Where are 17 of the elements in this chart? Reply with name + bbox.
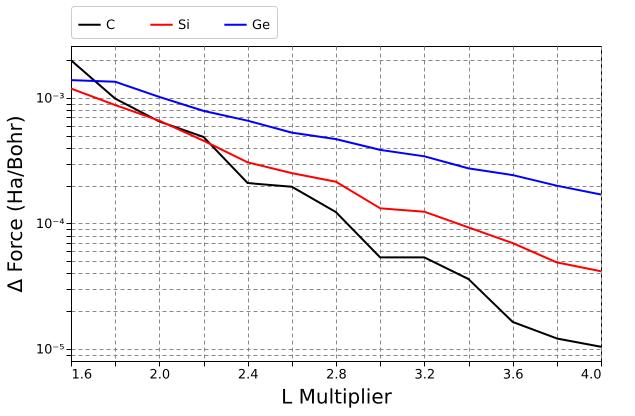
x-tick-label: 4.0 [580, 368, 602, 382]
y-tick-label: 10⁻³ [36, 92, 64, 107]
x-tick-label: 2.8 [326, 368, 347, 382]
y-tick-label: 10⁻⁴ [36, 216, 64, 232]
legend-label: Si [178, 18, 190, 33]
line-series [71, 79, 601, 196]
line-series [71, 88, 601, 272]
legend-label: Ge [252, 18, 270, 33]
x-tick-label: 3.6 [502, 368, 524, 382]
x-tick-label: 1.6 [72, 368, 92, 382]
y-axis-title: Δ Force (Ha/Bohr) [2, 115, 27, 293]
legend-label: C [106, 18, 116, 33]
x-tick-label: 2.4 [238, 368, 259, 382]
x-tick-label: 2.0 [149, 368, 170, 382]
x-tick-label: 3.2 [414, 368, 436, 382]
x-axis-title: L Multiplier [281, 384, 393, 408]
y-tick-label: 10⁻⁵ [36, 342, 64, 358]
